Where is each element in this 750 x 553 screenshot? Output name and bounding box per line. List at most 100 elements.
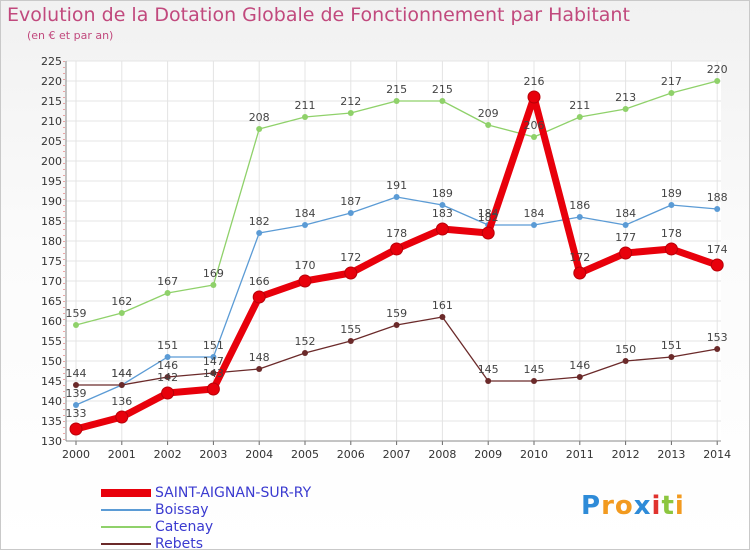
- data-point: [210, 282, 217, 288]
- y-tick-label: 165: [41, 295, 62, 308]
- logo-letter: i: [674, 491, 685, 521]
- logo-letter: P: [581, 491, 602, 521]
- data-label: 191: [386, 179, 407, 192]
- chart-subtitle: (en € et par an): [27, 29, 114, 42]
- data-label: 215: [432, 83, 453, 96]
- data-label: 211: [295, 99, 316, 112]
- y-tick-label: 205: [41, 135, 62, 148]
- data-label: 187: [340, 195, 361, 208]
- logo-letter: o: [614, 491, 634, 521]
- legend-label: SAINT-AIGNAN-SUR-RY: [155, 485, 312, 501]
- data-label: 211: [569, 99, 590, 112]
- axis-layer: 130 135 140 145 150 155 160 165 170 175 180 185 190 1…: [41, 55, 731, 461]
- y-tick-label: 195: [41, 175, 62, 188]
- data-label: 161: [432, 299, 453, 312]
- data-label: 150: [615, 343, 636, 356]
- data-label: 183: [432, 207, 453, 220]
- x-tick-label: 2001: [108, 448, 136, 461]
- data-label: 139: [66, 387, 87, 400]
- data-point: [668, 90, 675, 96]
- y-tick-label: 160: [41, 315, 62, 328]
- data-point: [390, 242, 404, 256]
- data-label: 136: [111, 395, 132, 408]
- data-point: [481, 226, 495, 240]
- data-label: 189: [432, 187, 453, 200]
- data-point: [256, 230, 263, 236]
- data-label: 170: [295, 259, 316, 272]
- data-label: 145: [478, 363, 499, 376]
- data-point: [527, 90, 541, 104]
- x-tick-label: 2004: [245, 448, 273, 461]
- data-label: 144: [66, 367, 87, 380]
- data-label: 151: [203, 339, 224, 352]
- data-point: [668, 202, 675, 208]
- x-tick-label: 2014: [703, 448, 731, 461]
- data-label: 162: [111, 295, 132, 308]
- data-point: [302, 222, 308, 228]
- legend-swatch: [101, 526, 151, 528]
- data-point: [118, 382, 125, 388]
- data-label: 189: [661, 187, 682, 200]
- data-label: 217: [661, 75, 682, 88]
- logo-letter: x: [633, 491, 652, 521]
- data-label: 144: [111, 367, 132, 380]
- legend-label: Catenay: [155, 519, 214, 535]
- y-tick-label: 200: [41, 155, 62, 168]
- series-layer: [69, 78, 724, 436]
- data-point: [531, 222, 537, 228]
- data-point: [347, 338, 354, 344]
- data-label: 151: [661, 339, 682, 352]
- legend-item: Catenay: [101, 519, 361, 536]
- data-label: 153: [707, 331, 728, 344]
- data-label: 133: [66, 407, 87, 420]
- data-point: [576, 374, 583, 380]
- data-point: [73, 402, 79, 408]
- data-point: [439, 98, 446, 104]
- data-label: 209: [478, 107, 499, 120]
- data-label: 148: [249, 351, 270, 364]
- data-point: [485, 122, 492, 128]
- data-label: 182: [478, 211, 499, 224]
- data-point: [302, 114, 308, 120]
- data-label: 213: [615, 91, 636, 104]
- data-point: [668, 354, 675, 360]
- data-label: 220: [707, 63, 728, 76]
- x-tick-label: 2012: [612, 448, 640, 461]
- data-point: [439, 202, 446, 208]
- data-point: [622, 106, 629, 112]
- data-point: [622, 358, 629, 364]
- data-point: [485, 378, 492, 384]
- data-point: [573, 266, 587, 280]
- data-label: 208: [249, 111, 270, 124]
- logo-letter: i: [651, 491, 662, 521]
- data-point: [576, 214, 583, 220]
- data-label: 215: [386, 83, 407, 96]
- data-label: 178: [661, 227, 682, 240]
- data-label: 155: [340, 323, 361, 336]
- y-tick-label: 140: [41, 395, 62, 408]
- data-point: [393, 194, 400, 200]
- y-tick-label: 145: [41, 375, 62, 388]
- x-tick-label: 2006: [337, 448, 365, 461]
- y-tick-label: 175: [41, 255, 62, 268]
- data-point: [439, 314, 446, 320]
- data-point: [206, 382, 220, 396]
- data-label: 152: [295, 335, 316, 348]
- data-point: [710, 258, 724, 272]
- y-tick-label: 150: [41, 355, 62, 368]
- x-tick-label: 2002: [154, 448, 182, 461]
- x-tick-label: 2005: [291, 448, 319, 461]
- y-tick-label: 190: [41, 195, 62, 208]
- data-label: 146: [157, 359, 178, 372]
- grid-layer: [66, 60, 721, 442]
- data-label: 144: [111, 367, 132, 380]
- data-point: [531, 134, 537, 140]
- y-tick-label: 225: [41, 55, 62, 68]
- data-label: 172: [569, 251, 590, 264]
- x-tick-label: 2011: [566, 448, 594, 461]
- data-label: 151: [157, 339, 178, 352]
- data-point: [714, 78, 721, 84]
- data-point: [393, 98, 400, 104]
- data-label: 145: [524, 363, 545, 376]
